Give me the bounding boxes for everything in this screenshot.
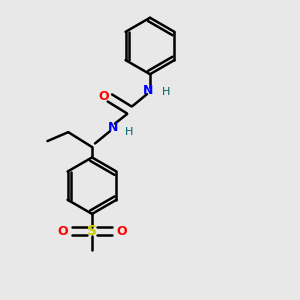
Text: S: S [87,224,97,238]
Text: H: H [162,87,170,97]
Text: O: O [57,225,68,238]
Text: H: H [125,127,134,137]
Text: O: O [98,90,109,103]
Text: N: N [108,121,118,134]
Text: N: N [143,84,154,97]
Text: O: O [116,225,127,238]
